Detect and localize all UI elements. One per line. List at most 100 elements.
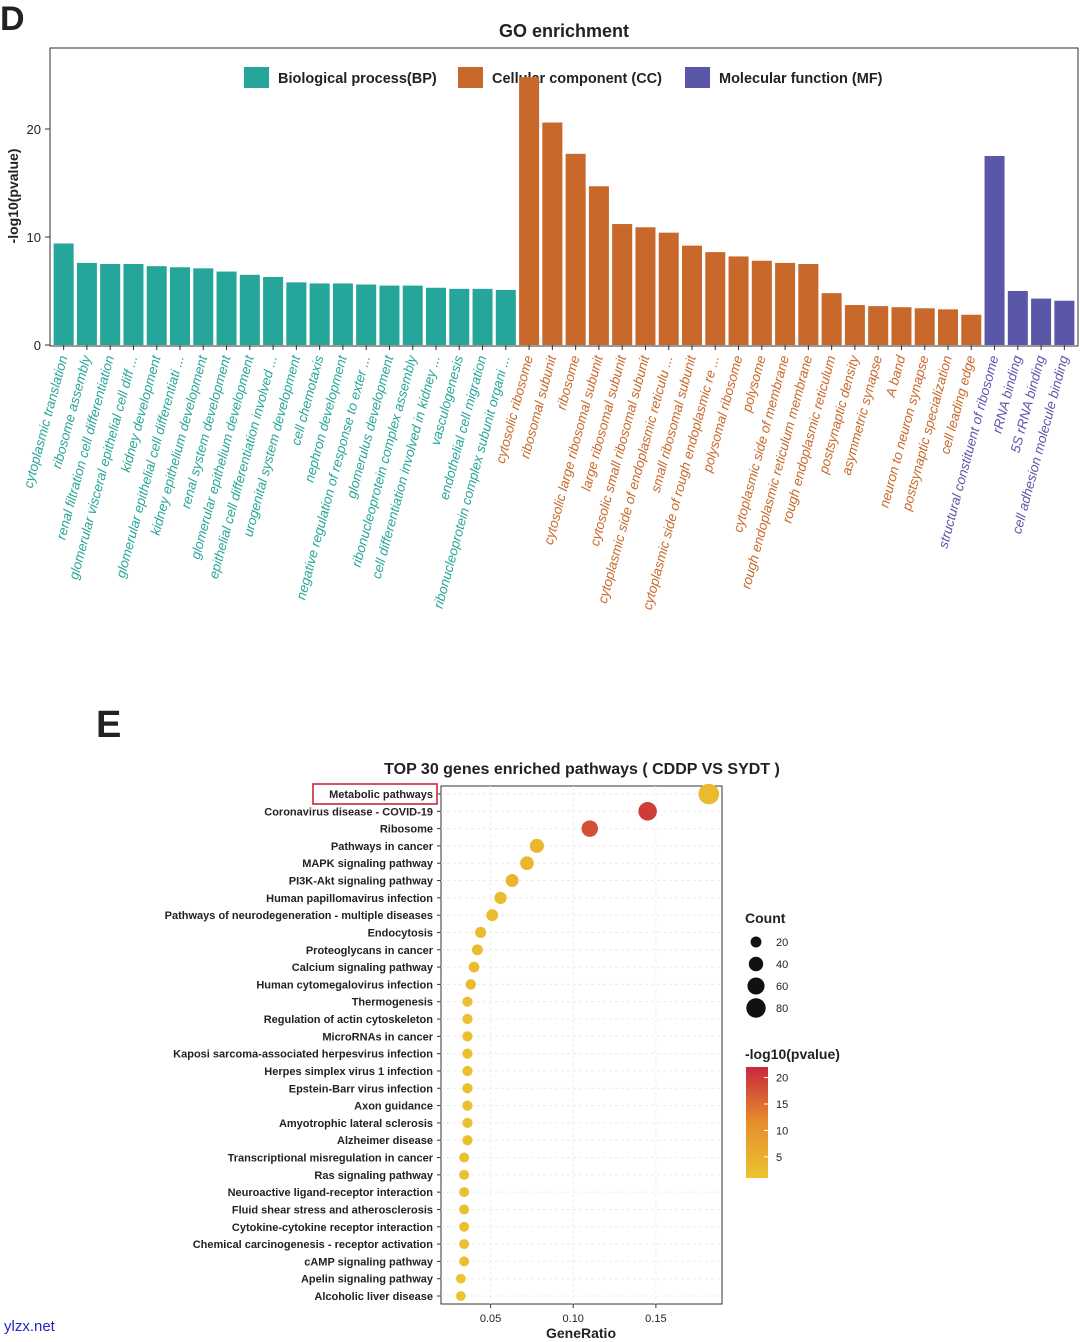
kegg-x-axis: 0.05 0.10 0.15	[480, 1304, 667, 1325]
kegg-x-tick-label: 0.05	[480, 1313, 501, 1325]
kegg-dot	[459, 1187, 470, 1198]
go-bar	[379, 285, 400, 345]
kegg-plot-frame	[440, 785, 723, 1305]
go-bar	[449, 288, 470, 345]
kegg-pathway-label: Epstein-Barr virus infection	[289, 1083, 434, 1095]
kegg-pathway-label: Herpes simplex virus 1 infection	[264, 1066, 433, 1078]
panel-label-e: E	[96, 704, 121, 746]
pvalue-legend-label: 20	[776, 1073, 788, 1085]
kegg-pathway-label: Transcriptional misregulation in cancer	[228, 1153, 434, 1165]
go-bar	[193, 268, 214, 345]
go-bar	[868, 306, 889, 345]
kegg-pathway-label: Proteoglycans in cancer	[306, 945, 434, 957]
kegg-pathway-label: Neuroactive ligand-receptor interaction	[228, 1187, 434, 1199]
go-bar	[123, 264, 144, 345]
kegg-pathway-label: Metabolic pathways	[329, 789, 433, 801]
count-legend-dot	[748, 956, 764, 972]
go-legend-label: Biological process(BP)	[278, 71, 437, 87]
kegg-pathway-label: Ribosome	[380, 824, 433, 836]
kegg-x-tick-label: 0.15	[645, 1313, 666, 1325]
go-legend: Biological process(BP) Cellular component…	[244, 67, 883, 88]
kegg-pathway-label: Apelin signaling pathway	[301, 1274, 434, 1286]
kegg-dot	[462, 1048, 473, 1059]
go-bar	[588, 186, 609, 345]
kegg-pathway-label: Ras signaling pathway	[314, 1170, 433, 1182]
kegg-pathway-label: Axon guidance	[354, 1101, 433, 1113]
go-bar	[169, 267, 191, 345]
go-legend-label: Molecular function (MF)	[719, 71, 883, 87]
go-bar	[1054, 300, 1075, 345]
go-bar	[612, 224, 633, 345]
panel-label-d: D	[0, 0, 25, 38]
kegg-pathway-label: Cytokine-cytokine receptor interaction	[232, 1222, 433, 1234]
go-bar	[76, 262, 97, 345]
go-bar	[332, 283, 353, 345]
kegg-pathway-label: Human papillomavirus infection	[266, 893, 433, 905]
count-legend-dot	[750, 936, 762, 948]
go-bar	[937, 309, 959, 345]
go-bar	[519, 77, 540, 345]
go-y-axis-label: -log10(pvalue)	[5, 149, 21, 244]
kegg-pathway-label: Coronavirus disease - COVID-19	[264, 806, 433, 818]
kegg-grid	[441, 786, 722, 1304]
go-bar	[705, 252, 726, 345]
go-legend-swatch	[685, 67, 710, 88]
go-bar	[356, 284, 377, 345]
go-bar	[728, 256, 749, 345]
kegg-pathway-label: Pathways of neurodegeneration - multiple…	[165, 910, 433, 922]
watermark: ylzx.net	[4, 1318, 55, 1335]
go-bar	[1031, 298, 1052, 345]
go-bar	[844, 305, 865, 345]
kegg-pathway-label: Fluid shear stress and atherosclerosis	[232, 1204, 433, 1216]
go-bar	[309, 283, 330, 345]
pvalue-legend-title: -log10(pvalue)	[745, 1046, 840, 1062]
kegg-x-tick-label: 0.10	[563, 1313, 584, 1325]
kegg-pathway-label: MicroRNAs in cancer	[322, 1031, 433, 1043]
count-legend-label: 20	[776, 937, 788, 949]
kegg-dot	[486, 909, 499, 922]
kegg-pathway-label: Kaposi sarcoma-associated herpesvirus in…	[173, 1049, 433, 1061]
kegg-dot	[459, 1239, 470, 1250]
kegg-dot	[475, 926, 487, 939]
go-bar	[565, 153, 586, 345]
kegg-dot	[465, 979, 476, 990]
kegg-dot	[698, 783, 720, 805]
go-chart-title: GO enrichment	[499, 21, 629, 41]
kegg-pathway-label: Pathways in cancer	[331, 841, 434, 853]
kegg-pathway-label: cAMP signaling pathway	[304, 1256, 434, 1268]
kegg-pathway-label: Alzheimer disease	[337, 1135, 433, 1147]
go-bar	[1007, 291, 1028, 345]
go-legend-label: Cellular component (CC)	[492, 71, 662, 87]
go-bar	[472, 288, 493, 345]
go-bar	[216, 271, 237, 345]
kegg-pathway-label: Calcium signaling pathway	[292, 962, 434, 974]
kegg-pathway-label: PI3K-Akt signaling pathway	[289, 876, 434, 888]
go-bar	[821, 293, 842, 345]
go-bar	[146, 266, 167, 345]
go-bar	[798, 264, 819, 345]
count-legend-dot	[746, 998, 766, 1018]
kegg-pathway-label: Human cytomegalovirus infection	[256, 979, 433, 991]
kegg-dot	[462, 1031, 473, 1042]
kegg-x-axis-label: GeneRatio	[546, 1325, 616, 1341]
go-bar	[658, 232, 679, 345]
go-x-label: A band	[883, 353, 909, 399]
kegg-dot	[455, 1291, 466, 1301]
count-legend-dot	[747, 977, 765, 995]
pvalue-legend-gradient	[746, 1067, 768, 1178]
kegg-dot	[494, 891, 507, 904]
kegg-dot	[471, 944, 483, 956]
kegg-pathway-label: Regulation of actin cytoskeleton	[264, 1014, 434, 1026]
kegg-dot	[462, 1100, 473, 1111]
kegg-dot	[462, 1135, 473, 1146]
kegg-dot	[462, 1083, 473, 1094]
go-y-tick-label: 10	[27, 230, 41, 245]
kegg-dot	[459, 1256, 470, 1267]
count-legend: Count 20 40 60 80	[745, 910, 788, 1018]
count-legend-label: 40	[776, 959, 788, 971]
go-bar	[402, 285, 423, 345]
go-bar	[751, 260, 772, 345]
kegg-dot	[459, 1221, 470, 1232]
